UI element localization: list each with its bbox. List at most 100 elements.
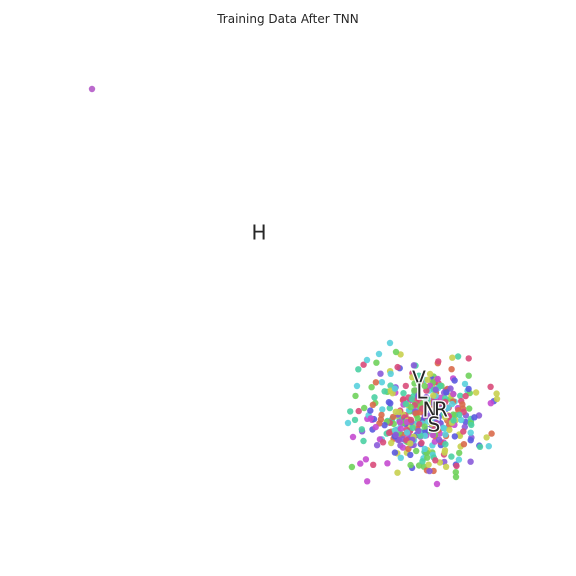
- outlier-point: [88, 85, 96, 93]
- data-point: [429, 405, 436, 413]
- data-point: [355, 366, 362, 373]
- data-point: [461, 380, 469, 388]
- data-point: [435, 436, 443, 443]
- data-point: [488, 430, 495, 437]
- data-point: [367, 407, 374, 414]
- data-point: [407, 461, 414, 469]
- data-point: [465, 385, 472, 393]
- data-point: [424, 412, 432, 420]
- data-point: [389, 413, 397, 421]
- class-label-s: S: [428, 413, 441, 437]
- data-point: [387, 382, 394, 389]
- data-point: [468, 421, 475, 429]
- data-point: [394, 363, 401, 371]
- data-point: [407, 416, 415, 424]
- data-point: [372, 379, 380, 386]
- data-point: [417, 432, 424, 439]
- data-point: [378, 379, 386, 386]
- data-point: [425, 461, 432, 468]
- data-point: [400, 390, 407, 397]
- data-point: [391, 385, 399, 392]
- data-point: [424, 454, 431, 461]
- data-point: [421, 445, 428, 453]
- data-point: [448, 453, 455, 460]
- data-point: [430, 392, 437, 399]
- data-point: [443, 389, 450, 396]
- data-point: [426, 370, 434, 378]
- data-point: [409, 424, 416, 431]
- data-point: [403, 429, 411, 436]
- data-point: [386, 429, 393, 436]
- data-point: [402, 382, 409, 390]
- data-point: [453, 462, 460, 470]
- data-point: [421, 382, 428, 390]
- data-point: [466, 405, 473, 412]
- data-point: [446, 426, 453, 434]
- data-point: [362, 456, 370, 463]
- data-point: [355, 407, 362, 415]
- data-point: [369, 401, 377, 408]
- data-point: [493, 390, 500, 397]
- data-point: [348, 463, 356, 471]
- class-label-h: H: [251, 221, 266, 245]
- data-point: [364, 478, 371, 485]
- data-point: [457, 392, 464, 399]
- data-point: [409, 374, 416, 381]
- data-point: [384, 460, 391, 467]
- data-point: [452, 473, 460, 481]
- data-point: [452, 469, 459, 476]
- data-point: [371, 394, 378, 401]
- data-point: [442, 398, 449, 406]
- data-point: [407, 451, 414, 459]
- data-points: [88, 85, 501, 488]
- data-point: [387, 370, 394, 377]
- data-point: [483, 434, 490, 441]
- data-point: [440, 424, 447, 431]
- data-point: [424, 396, 431, 403]
- data-point: [460, 441, 468, 448]
- data-point: [357, 460, 364, 467]
- data-point: [437, 382, 444, 389]
- data-point: [418, 439, 425, 447]
- data-point: [386, 404, 393, 412]
- data-point: [448, 400, 456, 408]
- class-label-n: N: [423, 398, 438, 422]
- data-point: [358, 426, 365, 433]
- data-point: [397, 454, 404, 461]
- data-point: [375, 350, 383, 358]
- class-label-l: L: [416, 380, 428, 404]
- data-point: [448, 366, 455, 373]
- data-point: [379, 406, 386, 413]
- data-point: [472, 389, 480, 396]
- data-point: [399, 444, 407, 451]
- data-point: [419, 400, 426, 407]
- data-point: [386, 339, 394, 347]
- data-point: [394, 469, 401, 476]
- data-point: [347, 408, 354, 415]
- data-point: [400, 396, 407, 403]
- data-point: [407, 440, 414, 447]
- data-point: [471, 414, 478, 421]
- data-point: [485, 443, 492, 450]
- data-point: [419, 458, 426, 465]
- data-point: [415, 392, 422, 400]
- data-point: [410, 362, 418, 369]
- data-point: [467, 437, 474, 444]
- data-point: [414, 415, 421, 422]
- data-point: [349, 433, 357, 441]
- data-point: [435, 358, 442, 365]
- data-point: [442, 414, 449, 421]
- data-point: [450, 390, 457, 398]
- data-point: [392, 348, 400, 356]
- data-point: [370, 461, 377, 468]
- data-point: [459, 401, 466, 408]
- data-point: [424, 418, 432, 425]
- data-point: [456, 411, 463, 418]
- data-point: [373, 442, 381, 449]
- data-point: [367, 415, 374, 422]
- data-point: [415, 372, 423, 379]
- data-point: [407, 403, 414, 411]
- data-point: [455, 456, 463, 463]
- data-point: [397, 425, 404, 432]
- data-point: [408, 395, 415, 403]
